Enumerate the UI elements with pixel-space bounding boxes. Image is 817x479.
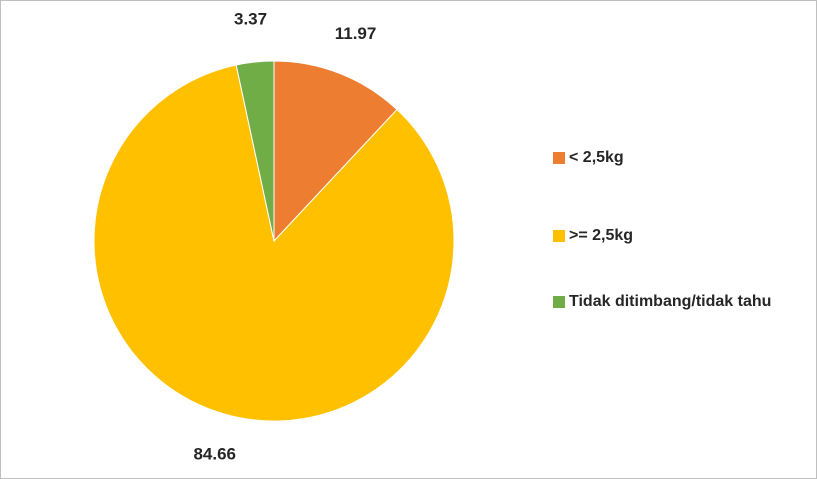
legend-item: Tidak ditimbang/tidak tahu (553, 291, 793, 313)
legend-label: < 2,5kg (569, 149, 624, 166)
data-label: 11.97 (335, 24, 377, 43)
legend-label: Tidak ditimbang/tidak tahu (569, 293, 772, 310)
legend-label: >= 2,5kg (569, 227, 634, 244)
legend-swatch (553, 296, 565, 308)
pie-slice (235, 60, 275, 242)
data-label: 84.66 (193, 444, 236, 463)
legend-swatch (553, 230, 565, 242)
data-label: 3.37 (234, 10, 267, 29)
pie-slice (273, 60, 398, 243)
pie-slice (93, 64, 455, 422)
legend-swatch (553, 152, 565, 164)
legend-item: >= 2,5kg (553, 225, 793, 247)
legend-item: < 2,5kg (553, 147, 793, 169)
